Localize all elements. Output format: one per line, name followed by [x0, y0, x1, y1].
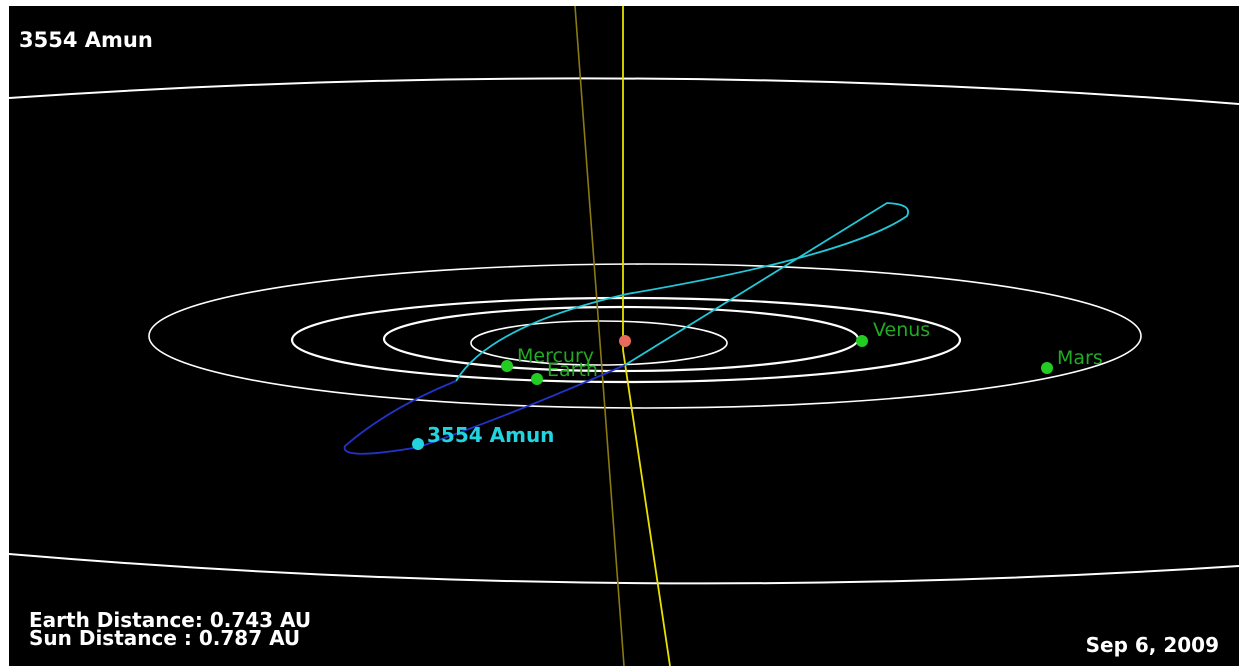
mars-marker[interactable] — [1041, 362, 1053, 374]
asteroid-orbit-above — [455, 202, 909, 382]
amun-label: 3554 Amun — [427, 423, 554, 447]
sun-marker[interactable] — [619, 335, 631, 347]
amun-marker[interactable] — [412, 438, 424, 450]
outer-orbit-top — [9, 77, 1239, 105]
asteroid-orbit-axis — [574, 6, 625, 666]
earth-orbit — [290, 296, 962, 384]
date-readout: Sep 6, 2009 — [1085, 633, 1219, 657]
object-title: 3554 Amun — [19, 28, 153, 52]
ecliptic-pole-axis-lower — [622, 349, 671, 666]
venus-marker[interactable] — [856, 335, 868, 347]
orbit-diagram: Mercury Earth Venus Mars 3554 Amun — [9, 6, 1239, 666]
mercury-marker[interactable] — [501, 360, 513, 372]
asteroid-orbit-below — [343, 364, 626, 455]
mercury-label: Mercury — [517, 345, 594, 367]
sun-distance-readout: Sun Distance : 0.787 AU — [29, 626, 301, 650]
venus-label: Venus — [873, 319, 930, 341]
earth-distance-readout: Earth Distance: 0.743 AU — [29, 608, 312, 632]
mars-orbit — [148, 263, 1142, 409]
orbit-diagram-canvas[interactable]: Mercury Earth Venus Mars 3554 Amun 3554 … — [9, 6, 1239, 666]
mars-label: Mars — [1057, 347, 1103, 369]
outer-orbit-bottom — [9, 553, 1239, 585]
earth-label: Earth — [547, 359, 598, 381]
earth-marker[interactable] — [531, 373, 543, 385]
